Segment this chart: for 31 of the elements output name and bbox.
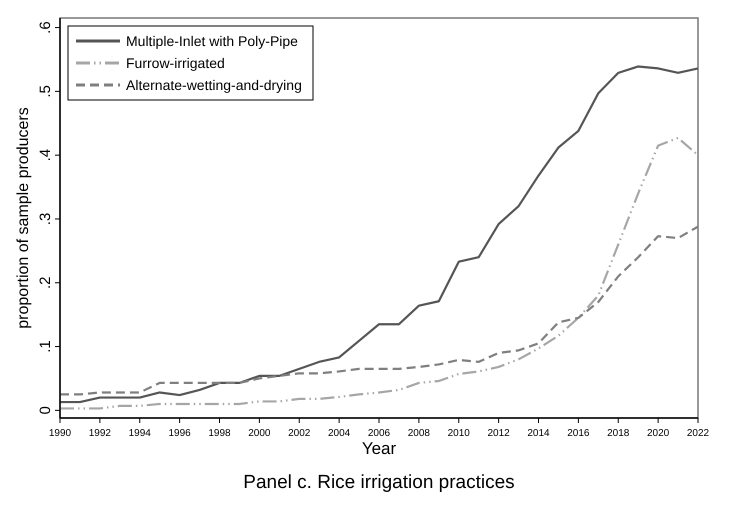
legend-label: Alternate-wetting-and-drying <box>126 77 302 93</box>
x-tick-label: 2004 <box>328 428 351 439</box>
y-tick-label: .6 <box>37 21 54 34</box>
y-tick-label: .4 <box>37 148 54 162</box>
x-tick-label: 1990 <box>48 428 72 439</box>
x-tick-label: 2000 <box>248 428 271 439</box>
y-axis-title: proportion of sample producers <box>15 107 32 329</box>
y-tick-label: .3 <box>37 212 54 226</box>
x-tick-label: 2008 <box>408 428 430 439</box>
x-axis-title: Year <box>362 439 397 458</box>
x-tick-label: 2018 <box>607 428 630 439</box>
x-tick-label: 2012 <box>488 428 510 439</box>
y-tick-label: 0 <box>37 406 54 415</box>
y-tick-label: .1 <box>37 340 54 353</box>
legend-label: Furrow-irrigated <box>126 55 225 71</box>
x-tick-label: 2014 <box>527 428 550 439</box>
x-tick-label: 1996 <box>168 428 192 439</box>
text: Panel c. Rice irrigation practices <box>243 472 515 493</box>
y-tick-label: .2 <box>37 276 54 290</box>
x-tick-label: 1994 <box>128 428 152 439</box>
x-tick-label: 2022 <box>686 428 710 439</box>
line-series <box>58 136 700 410</box>
x-tick-label: 1992 <box>88 428 112 439</box>
x-tick-label: 2010 <box>448 428 470 439</box>
x-tick-label: 2002 <box>288 428 311 439</box>
x-tick-label: 2016 <box>567 428 590 439</box>
x-tick-label: 1998 <box>208 428 232 439</box>
y-tick-label: .5 <box>37 85 54 98</box>
x-tick-label: 2020 <box>647 428 670 439</box>
legend-label: Multiple-Inlet with Poly-Pipe <box>126 33 298 49</box>
x-tick-label: 2006 <box>368 428 391 439</box>
